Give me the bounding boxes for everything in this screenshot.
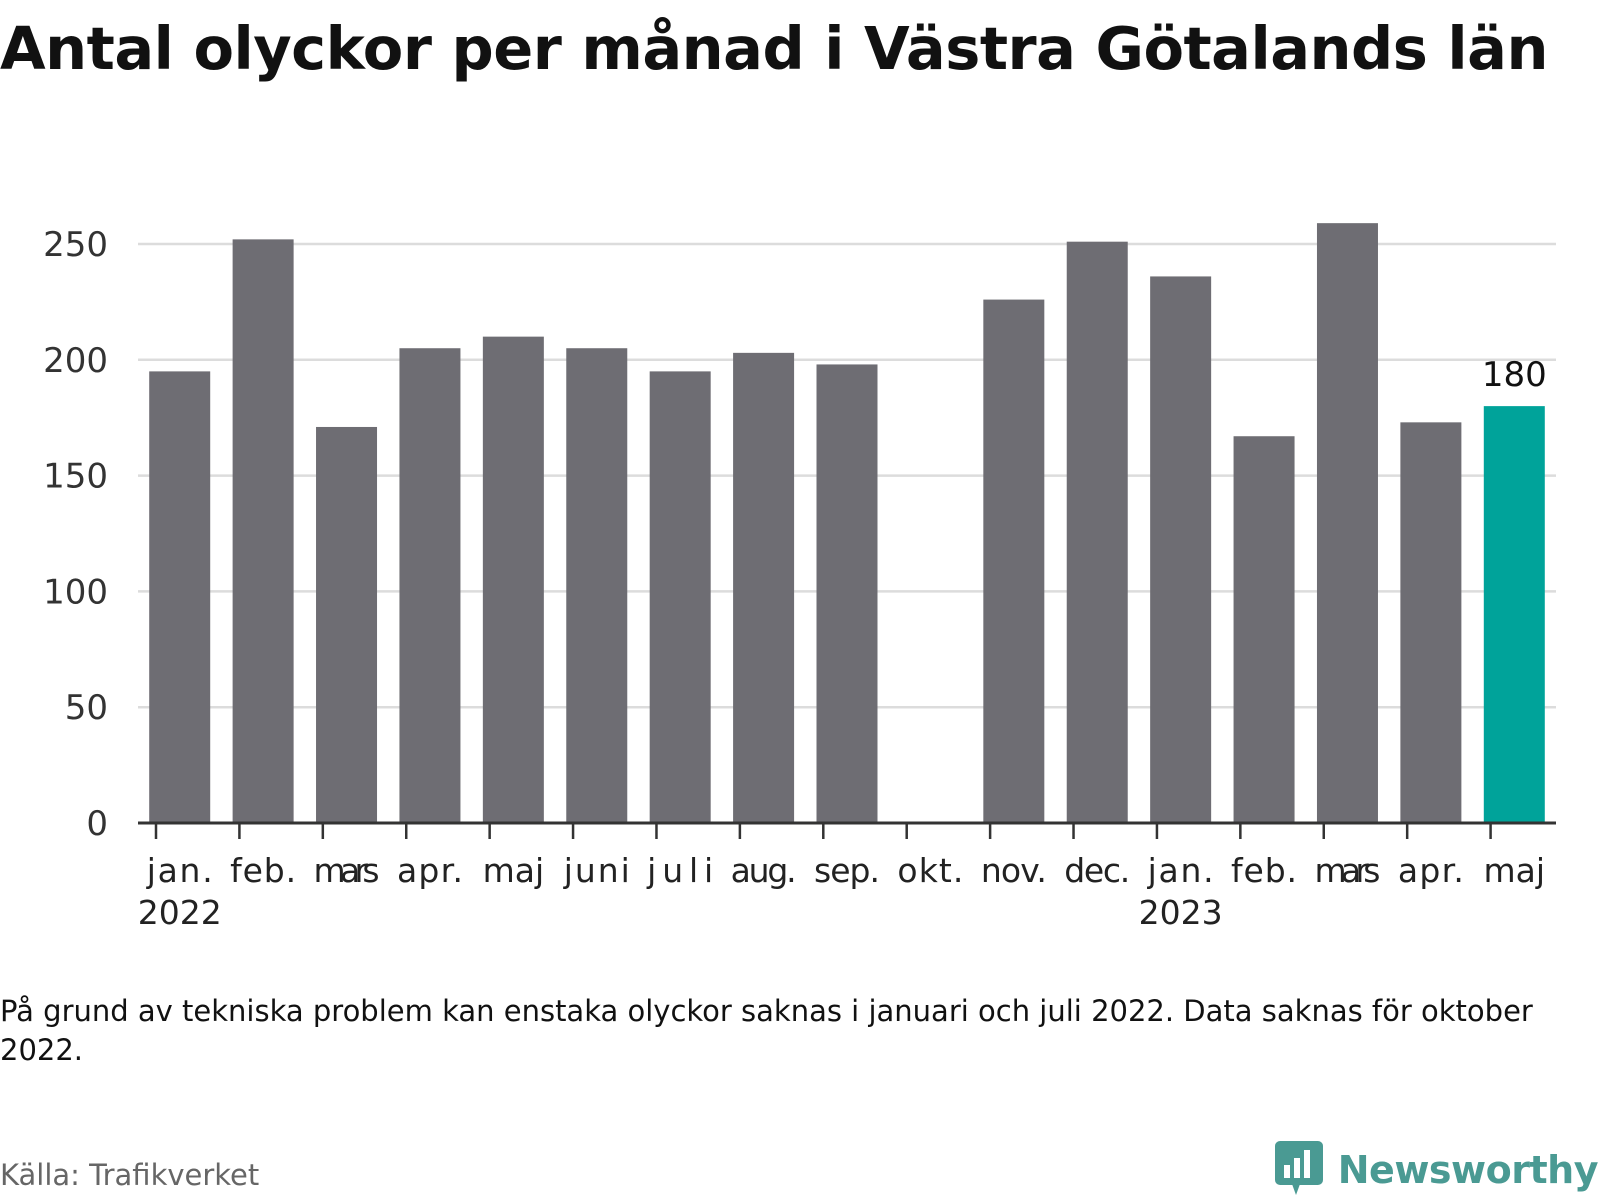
x-tick-label: dec. (1064, 851, 1130, 890)
y-tick-label: 150 (43, 457, 108, 497)
x-tick-label: sep. (814, 851, 880, 890)
x-tick-label: mars (1314, 851, 1380, 890)
y-tick-label: 50 (65, 688, 108, 728)
bar (1066, 241, 1128, 823)
y-tick-label: 100 (43, 572, 108, 612)
x-tick-label: juli (646, 851, 713, 890)
bar (232, 239, 294, 824)
bar (816, 364, 878, 823)
x-tick-label: okt. (897, 851, 963, 890)
brand-logo[interactable]: Newsworthy (1274, 1140, 1599, 1200)
bar (566, 348, 628, 823)
x-tick-label: jan. (146, 851, 213, 890)
y-tick-label: 200 (43, 341, 108, 381)
y-tick-label: 0 (86, 804, 108, 844)
x-tick-label: feb. (230, 851, 296, 890)
x-year-label: 2023 (1139, 893, 1223, 932)
bar (1400, 422, 1462, 823)
x-tick-label: maj (483, 851, 545, 890)
bar (1316, 223, 1378, 823)
chart-note: På grund av tekniska problem kan enstaka… (0, 994, 1533, 1067)
x-tick-label: maj (1484, 851, 1546, 890)
x-tick-label: apr. (397, 851, 463, 890)
y-tick-label: 250 (43, 225, 108, 265)
data-label: 180 (1482, 355, 1547, 395)
brand-name: Newsworthy (1337, 1148, 1599, 1192)
x-year-label: 2022 (138, 893, 222, 932)
bar (149, 371, 211, 823)
x-tick-label: apr. (1398, 851, 1464, 890)
x-tick-label: nov. (981, 851, 1047, 890)
bar (1483, 406, 1545, 823)
x-tick-label: mars (314, 851, 380, 890)
bar (399, 348, 461, 823)
chart-title: Antal olyckor per månad i Västra Götalan… (0, 14, 1548, 83)
x-tick-label: juni (563, 851, 630, 890)
bar (733, 352, 795, 823)
source-text: Källa: Trafikverket (0, 1158, 260, 1192)
bar (482, 336, 544, 823)
x-tick-label: feb. (1231, 851, 1297, 890)
x-tick-label: aug. (731, 851, 797, 890)
bar (1150, 276, 1212, 823)
bar (316, 426, 378, 823)
bar-chart-icon (1274, 1140, 1324, 1200)
bar (649, 371, 711, 823)
x-tick-label: jan. (1147, 851, 1214, 890)
bar (1233, 436, 1295, 823)
bar (983, 299, 1045, 824)
